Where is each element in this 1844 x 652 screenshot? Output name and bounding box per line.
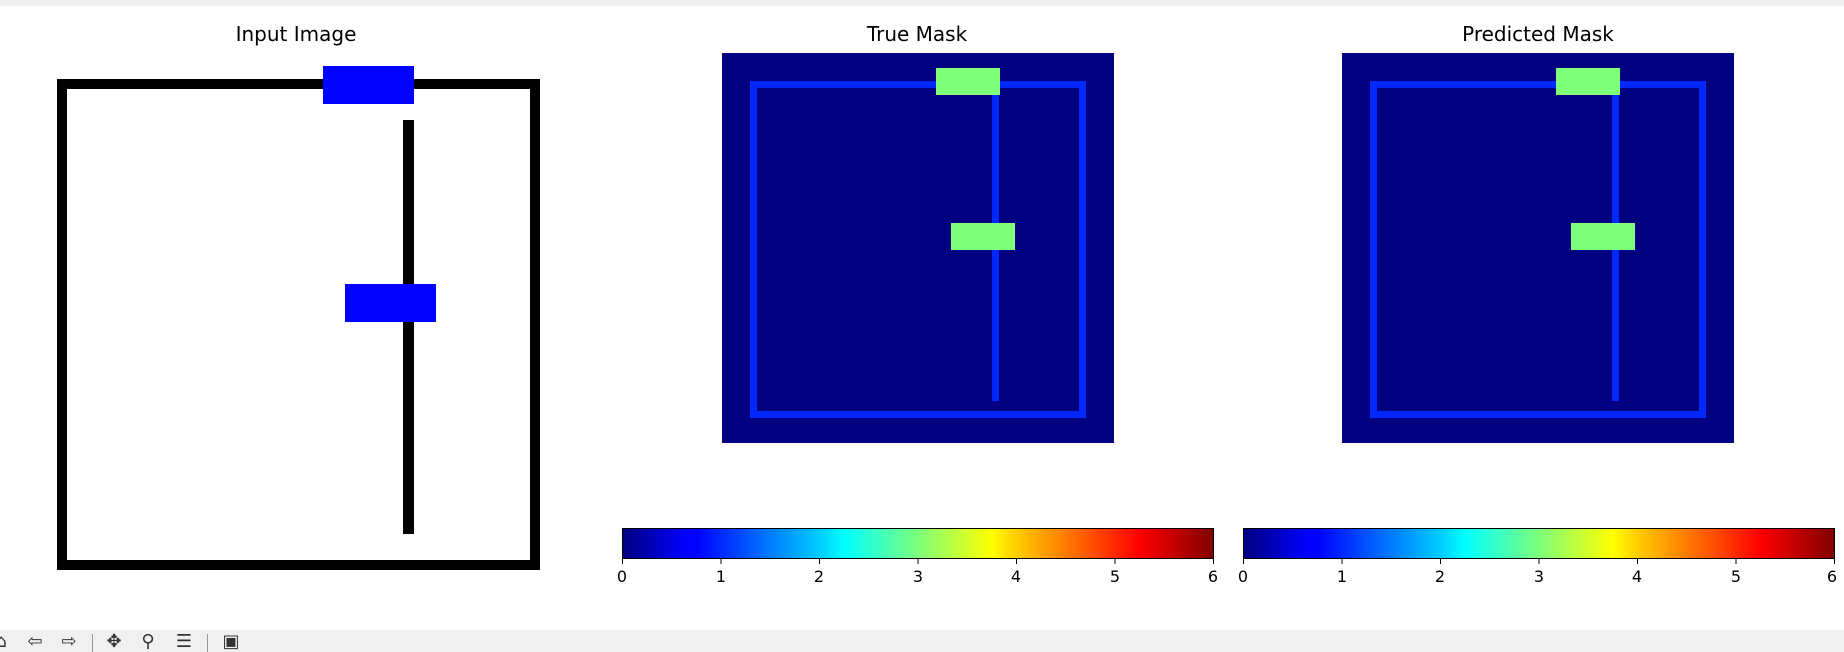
colorbar-tick-label: 0 (616, 567, 628, 586)
colorbar-true-mask (622, 528, 1214, 564)
colorbar-tick-label: 5 (1109, 567, 1121, 586)
home-button[interactable]: ⌂ (0, 632, 14, 652)
true-mask-plot (722, 53, 1114, 443)
mask-wall-left (1370, 81, 1377, 418)
colorbar-tick-label: 5 (1730, 567, 1742, 586)
mask-wall-top (1370, 81, 1706, 88)
colorbar-tick-label: 3 (912, 567, 924, 586)
input-wall-right (530, 79, 540, 570)
colorbar-tick-label: 3 (1533, 567, 1545, 586)
input-wall-bottom (60, 560, 540, 570)
input-door-middle (345, 284, 436, 322)
configure-subplots-icon: ☰ (175, 632, 193, 652)
input-image-plot (57, 66, 540, 570)
input-door-top (323, 66, 414, 104)
colorbar-ticks (622, 559, 1214, 564)
mask-door-middle (951, 223, 1015, 250)
input-wall-interior (403, 120, 414, 534)
back-button[interactable]: ⇦ (22, 632, 48, 652)
true-mask-title: True Mask (866, 22, 968, 46)
back-arrow-icon: ⇦ (27, 632, 43, 652)
colorbar-tick-label: 4 (1010, 567, 1022, 586)
input-image-title: Input Image (235, 22, 357, 46)
mask-wall-bottom (750, 411, 1086, 418)
mask-wall-left (750, 81, 757, 418)
colorbar-predicted-mask (1243, 528, 1835, 564)
colorbar-tick-label: 2 (813, 567, 825, 586)
predicted-mask-plot (1342, 53, 1734, 443)
colorbar-tick-label: 2 (1434, 567, 1446, 586)
colorbar-tick-label: 6 (1826, 567, 1838, 586)
mask-door-top (1556, 68, 1620, 95)
mask-door-top (936, 68, 1000, 95)
zoom-button[interactable]: ⚲ (135, 632, 161, 652)
colorbar-tick-label: 4 (1631, 567, 1643, 586)
mask-wall-right (1079, 81, 1086, 418)
colorbar-gradient (1243, 528, 1835, 559)
colorbar-gradient (622, 528, 1214, 559)
toolbar-separator (92, 634, 93, 652)
mask-wall-right (1699, 81, 1706, 418)
toolbar-separator (207, 634, 208, 652)
mask-wall-bottom (1370, 411, 1706, 418)
forward-arrow-icon: ⇨ (61, 632, 77, 652)
colorbar-tick-label: 0 (1237, 567, 1249, 586)
colorbar-tick-label: 1 (1336, 567, 1348, 586)
save-icon: ▣ (222, 632, 240, 652)
pan-icon: ✥ (106, 632, 122, 652)
colorbar-ticks (1243, 559, 1835, 564)
mask-wall-top (750, 81, 1086, 88)
mask-background (1342, 53, 1734, 443)
colorbar-tick-label: 1 (715, 567, 727, 586)
mask-door-middle (1571, 223, 1635, 250)
input-wall-top (60, 79, 540, 89)
home-icon: ⌂ (0, 632, 7, 652)
zoom-icon: ⚲ (141, 632, 155, 652)
forward-button[interactable]: ⇨ (56, 632, 82, 652)
save-button[interactable]: ▣ (218, 632, 244, 652)
figure-canvas: Input Image True Mask Predicted Mask (0, 6, 1844, 630)
pan-button[interactable]: ✥ (101, 632, 127, 652)
configure-subplots-button[interactable]: ☰ (171, 632, 197, 652)
colorbar-tick-label: 6 (1207, 567, 1219, 586)
input-wall-left (57, 79, 67, 570)
mask-background (722, 53, 1114, 443)
predicted-mask-title: Predicted Mask (1462, 22, 1614, 46)
navigation-toolbar: ⌂ ⇦ ⇨ ✥ ⚲ ☰ ▣ (0, 630, 1844, 652)
